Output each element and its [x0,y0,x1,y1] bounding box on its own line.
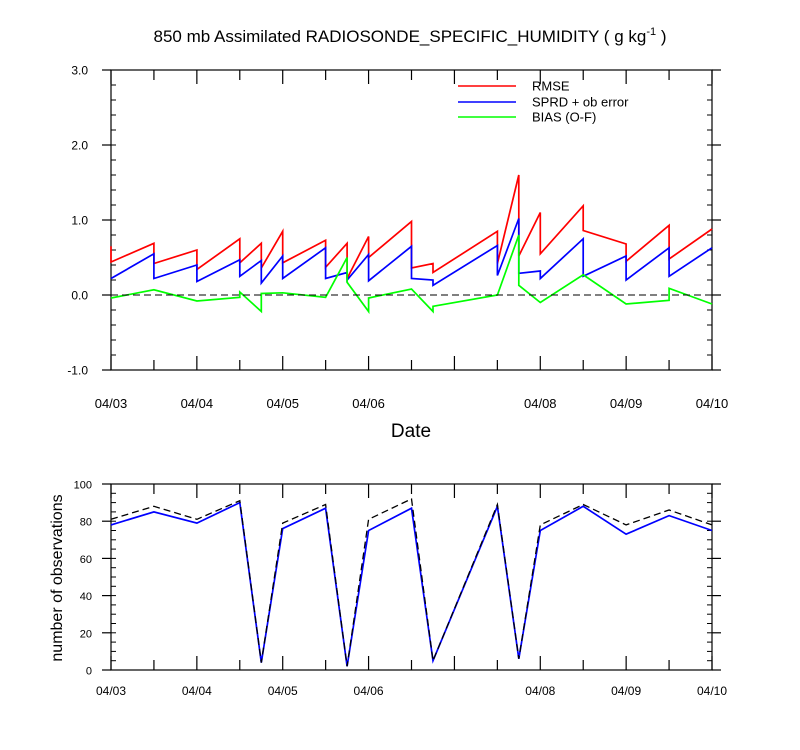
bottom-y-tick-label: 100 [74,480,92,492]
bottom-x-tick-label: 04/08 [525,684,555,698]
bottom-y-axis-label: number of observations [49,494,66,661]
bottom-x-axis: 04/03 04/04 04/05 04/06 04/08 04/09 04/10 [96,484,727,698]
chart-title: 850 mb Assimilated RADIOSONDE_SPECIFIC_H… [154,26,667,46]
bottom-x-tick-label: 04/04 [182,684,212,698]
bottom-x-tick-label: 04/05 [268,684,298,698]
top-x-tick-label: 04/04 [181,396,214,411]
bottom-y-tick-label: 0 [86,666,92,678]
legend-rmse-label: RMSE [532,79,570,94]
bottom-y-tick-label: 40 [80,591,92,603]
legend: RMSE SPRD + ob error BIAS (O-F) [458,79,629,125]
bottom-y-tick-label: 20 [80,628,92,640]
top-x-tick-label: 04/09 [610,396,643,411]
bottom-series-obs_poss [110,497,713,667]
legend-bias-label: BIAS (O-F) [532,110,596,125]
top-plot-frame [110,69,713,371]
bottom-series-group [110,497,713,667]
bottom-x-tick-label: 04/03 [96,684,126,698]
bottom-y-tick-label: 80 [80,517,92,529]
top-x-tick-label: 04/06 [352,396,385,411]
top-x-tick-label: 04/03 [95,396,128,411]
top-x-axis-label: Date [391,421,431,442]
top-y-tick-label: 2.0 [71,139,88,153]
top-chart: -1.00.01.02.03.0 04/03 04/04 04/05 04/06 04/… [67,64,728,443]
bottom-y-tick-label: 60 [80,554,92,566]
top-series-sprd [110,218,713,287]
top-series-group [110,174,713,315]
top-y-tick-label: 0.0 [71,289,88,303]
top-x-tick-label: 04/05 [266,396,299,411]
bottom-x-tick-label: 04/09 [611,684,641,698]
bottom-x-tick-label: 04/06 [354,684,384,698]
top-series-bias [110,234,713,315]
bottom-y-axis: 0 20 40 60 80 100 [74,480,721,678]
top-y-tick-label: 1.0 [71,214,88,228]
top-x-tick-label: 04/08 [524,396,557,411]
top-y-tick-label: -1.0 [67,364,88,378]
top-x-axis: 04/03 04/04 04/05 04/06 04/08 04/09 04/10 [95,70,729,411]
bottom-x-tick-label: 04/10 [697,684,727,698]
top-x-tick-label: 04/10 [696,396,729,411]
bottom-series-obs_assim [110,501,713,667]
top-y-axis: -1.0 0.0 1.0 2.0 3.0 [67,64,721,378]
top-y-tick-label: 3.0 [71,64,88,78]
legend-sprd-label: SPRD + ob error [532,95,629,110]
